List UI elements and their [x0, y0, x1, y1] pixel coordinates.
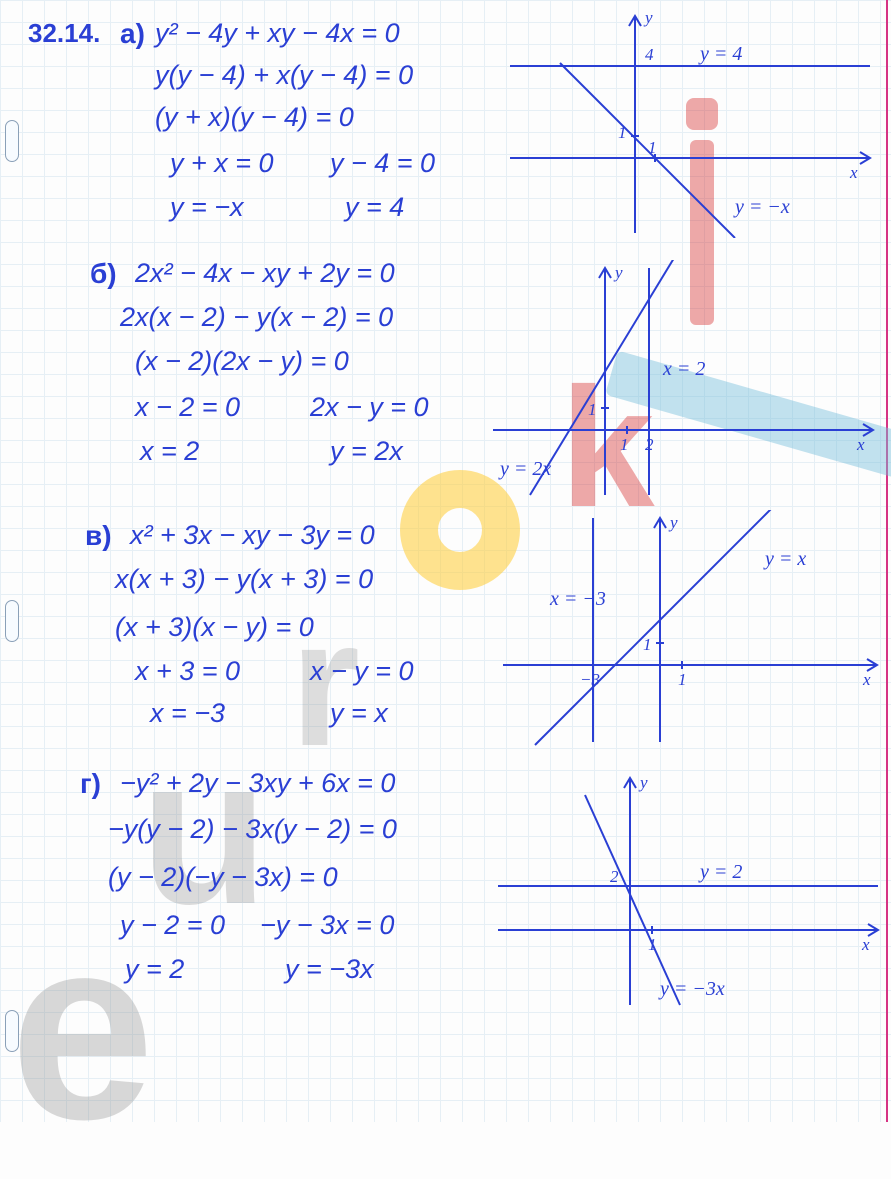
graph-a-label-ynegx: y = −x — [733, 196, 790, 218]
part-a-line-2: y(y − 4) + x(y − 4) = 0 — [155, 60, 413, 91]
part-g-label: г) — [80, 768, 101, 800]
part-v-label: в) — [85, 520, 112, 552]
svg-text:y: y — [638, 773, 648, 792]
part-b-line-5: 2x − y = 0 — [310, 392, 429, 423]
part-g-line-5: −y − 3x = 0 — [260, 910, 394, 941]
part-b-line-3: (x − 2)(2x − y) = 0 — [135, 346, 349, 377]
binder-hole — [5, 600, 19, 642]
svg-text:1: 1 — [620, 435, 629, 454]
binder-hole — [5, 1010, 19, 1052]
part-v-line-7: y = x — [330, 698, 388, 729]
graph-b-label-x2: x = 2 — [662, 358, 705, 380]
graph-g-label-y2: y = 2 — [698, 861, 742, 883]
part-b-label: б) — [90, 258, 117, 290]
svg-text:x: x — [849, 163, 858, 182]
part-a-line-4: y + x = 0 — [170, 148, 274, 179]
svg-text:1: 1 — [678, 670, 687, 689]
svg-text:y: y — [643, 8, 653, 27]
part-g-line-4: y − 2 = 0 — [120, 910, 225, 941]
svg-text:1: 1 — [643, 635, 652, 654]
part-b-line-7: y = 2x — [330, 436, 403, 467]
part-v-line-5: x − y = 0 — [310, 656, 414, 687]
svg-text:1: 1 — [648, 935, 657, 954]
part-v-line-3: (x + 3)(x − y) = 0 — [115, 612, 314, 643]
part-g-line-6: y = 2 — [125, 954, 184, 985]
svg-text:1: 1 — [588, 400, 597, 419]
part-v-line-6: x = −3 — [150, 698, 225, 729]
part-v-line-2: x(x + 3) − y(x + 3) = 0 — [115, 564, 373, 595]
part-a-label: а) — [120, 18, 145, 50]
page-margin-line — [886, 0, 888, 1122]
graph-b: x y x = 2 y = 2x 1 2 1 — [485, 260, 880, 500]
svg-text:−3: −3 — [580, 670, 600, 689]
problem-number: 32.14. — [28, 18, 100, 49]
svg-text:x: x — [861, 935, 870, 954]
svg-text:4: 4 — [645, 45, 654, 64]
svg-text:x: x — [856, 435, 865, 454]
svg-text:y: y — [668, 513, 678, 532]
svg-text:1: 1 — [618, 123, 627, 142]
graph-v-label-yx: y = x — [763, 548, 806, 570]
graph-a-label-y4: y = 4 — [698, 43, 742, 65]
part-v-line-4: x + 3 = 0 — [135, 656, 240, 687]
part-a-line-1: y² − 4y + xy − 4x = 0 — [155, 18, 400, 49]
part-a-line-7: y = 4 — [345, 192, 404, 223]
graph-g: x y y = 2 y = −3x 1 2 — [490, 770, 885, 1010]
graph-g-label-yneg3x: y = −3x — [658, 978, 725, 1000]
svg-text:2: 2 — [610, 867, 619, 886]
part-v-line-1: x² + 3x − xy − 3y = 0 — [130, 520, 375, 551]
svg-text:2: 2 — [645, 435, 654, 454]
part-g-line-3: (y − 2)(−y − 3x) = 0 — [108, 862, 338, 893]
part-g-line-7: y = −3x — [285, 954, 374, 985]
graph-v-label-xneg3: x = −3 — [549, 588, 606, 610]
svg-text:x: x — [862, 670, 871, 689]
graph-b-label-y2x: y = 2x — [498, 458, 551, 480]
part-a-line-3: (y + x)(y − 4) = 0 — [155, 102, 354, 133]
part-g-line-1: −y² + 2y − 3xy + 6x = 0 — [120, 768, 395, 799]
part-a-line-6: y = −x — [170, 192, 244, 223]
part-b-line-4: x − 2 = 0 — [135, 392, 240, 423]
part-a-line-5: y − 4 = 0 — [330, 148, 435, 179]
binder-hole — [5, 120, 19, 162]
graph-a: x y y = 4 y = −x 1 1 4 — [500, 8, 880, 238]
part-b-line-6: x = 2 — [140, 436, 199, 467]
part-b-line-1: 2x² − 4x − xy + 2y = 0 — [135, 258, 395, 289]
svg-text:y: y — [613, 263, 623, 282]
part-g-line-2: −y(y − 2) − 3x(y − 2) = 0 — [108, 814, 397, 845]
graph-v: x y x = −3 y = x 1 −3 1 — [495, 510, 885, 750]
part-b-line-2: 2x(x − 2) − y(x − 2) = 0 — [120, 302, 393, 333]
